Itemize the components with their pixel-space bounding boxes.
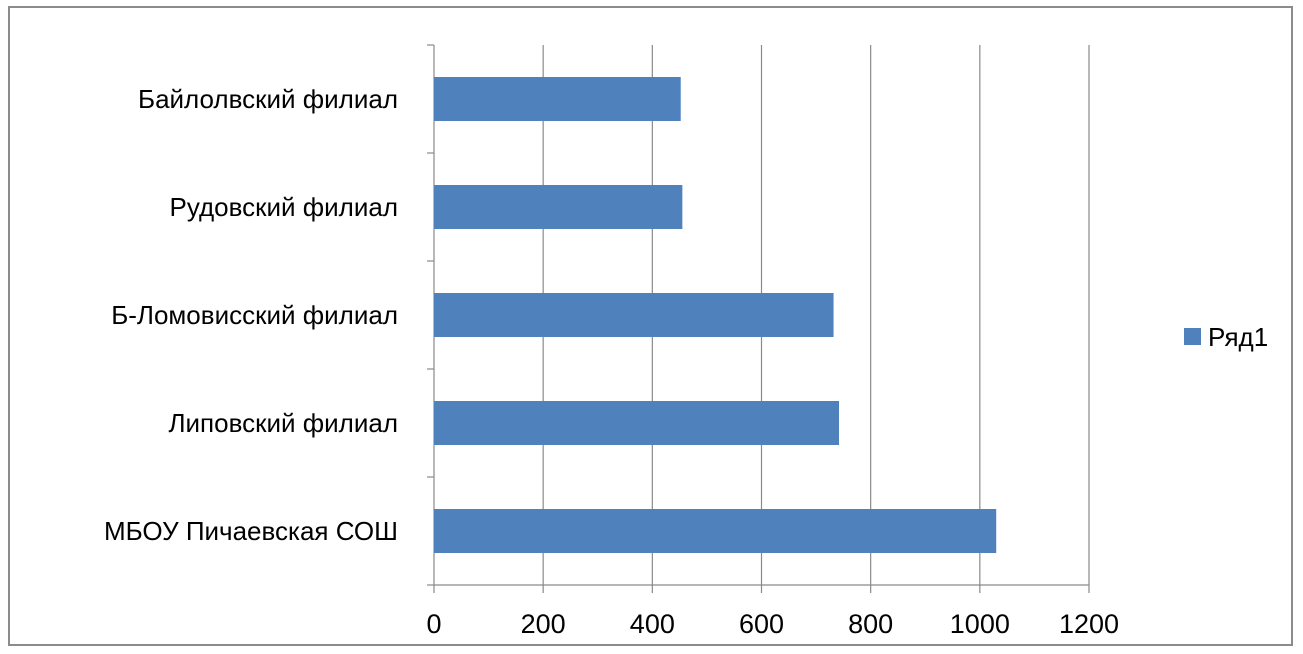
x-tick-label: 200	[521, 609, 566, 639]
x-tick-label: 800	[848, 609, 893, 639]
legend: Ряд1	[1184, 322, 1268, 352]
x-tick-label: 0	[426, 609, 441, 639]
bar	[434, 401, 840, 445]
bar	[434, 509, 997, 553]
category-labels: Байлолвский филиал Рудовский филиал Б-Ломо…	[104, 84, 398, 546]
x-tick-label: 1000	[950, 609, 1010, 639]
bar	[434, 185, 683, 229]
tick-labels: 0 200 400 600 800 1000 1200	[426, 609, 1119, 639]
legend-swatch	[1184, 328, 1201, 345]
category-label: Рудовский филиал	[169, 192, 398, 222]
category-label: МБОУ Пичаевская СОШ	[104, 516, 398, 546]
x-tick-label: 1200	[1059, 609, 1119, 639]
gridlines	[433, 45, 1090, 593]
x-tick-label: 600	[739, 609, 784, 639]
category-label: Липовский филиал	[168, 408, 398, 438]
bars	[434, 77, 997, 553]
category-label: Б-Ломовисский филиал	[111, 300, 398, 330]
category-label: Байлолвский филиал	[138, 84, 398, 114]
legend-label: Ряд1	[1208, 322, 1268, 352]
bar	[434, 293, 834, 337]
x-tick-label: 400	[630, 609, 675, 639]
bar	[434, 77, 681, 121]
